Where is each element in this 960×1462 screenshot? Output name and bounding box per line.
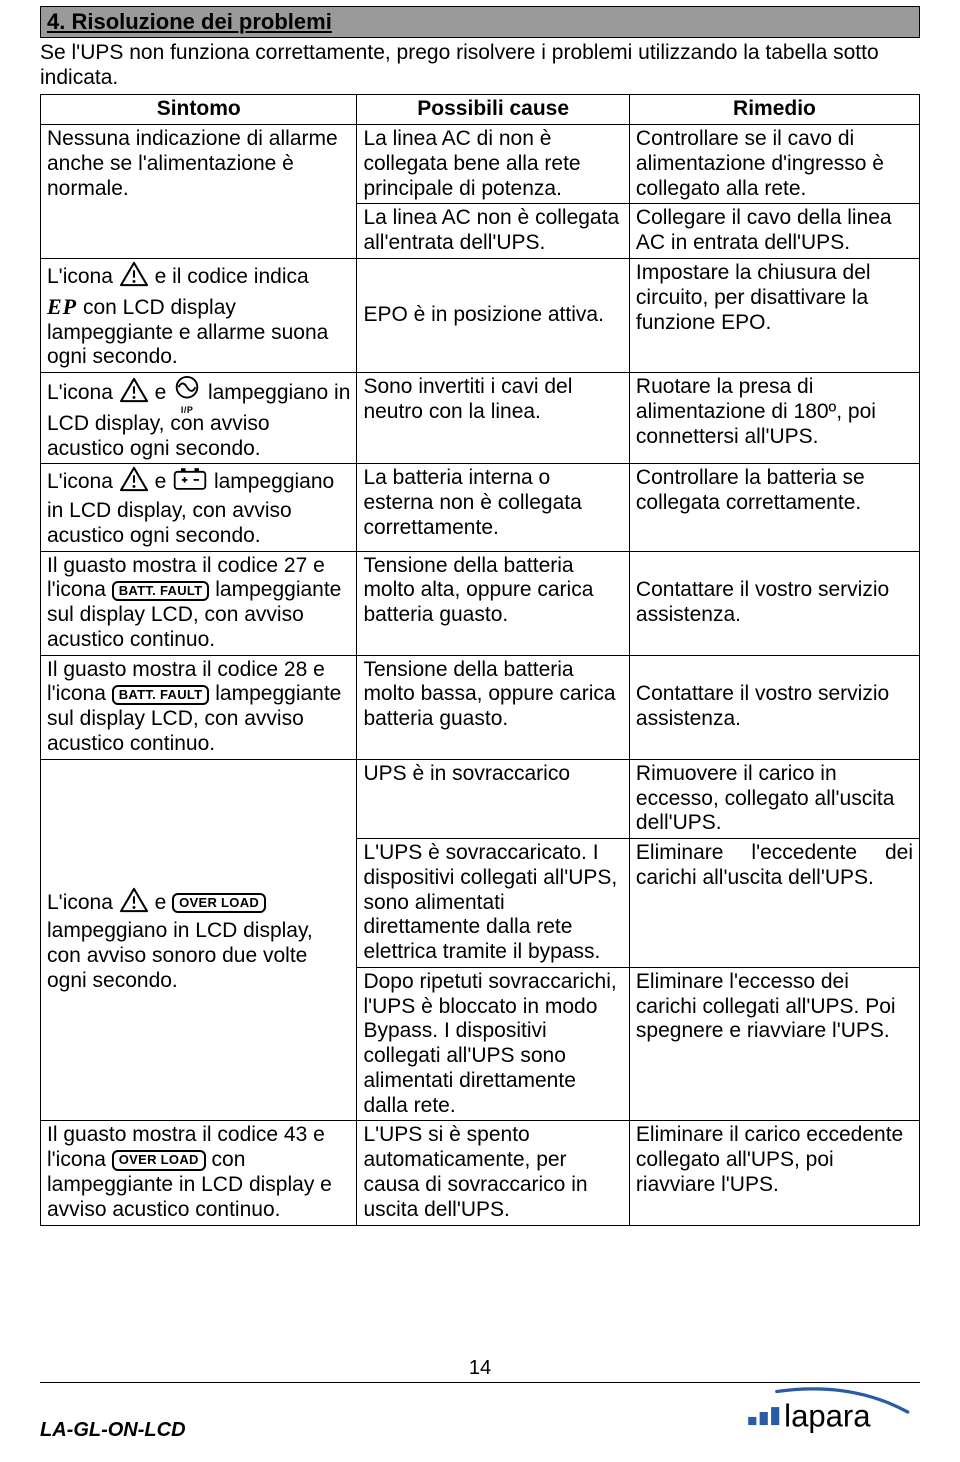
cell-cause: Dopo ripetuti sovraccarichi, l'UPS è blo… [357, 967, 629, 1121]
text: lampeggiano in LCD display, con avviso s… [47, 919, 313, 992]
cell-cause: Sono invertiti i cavi del neutro con la … [357, 373, 629, 464]
footer: 14 LA-GL-ON-LCD lapara [40, 1357, 920, 1442]
text: e [155, 891, 173, 914]
warning-icon [119, 466, 149, 499]
cell-cause: La linea AC di non è collegata bene alla… [357, 125, 629, 204]
section-title: 4. Risoluzione dei problemi [40, 6, 920, 38]
cell-sintomo: L'icona e I/P lampeggiano in LCD display… [41, 373, 357, 464]
cell-rimedio: Controllare se il cavo di alimentazione … [629, 125, 919, 204]
model-label: LA-GL-ON-LCD [40, 1419, 186, 1442]
sine-ip-icon: I/P [172, 375, 202, 412]
header-cause: Possibili cause [357, 95, 629, 125]
svg-text:lapara: lapara [784, 1399, 871, 1434]
warning-icon [119, 377, 149, 410]
ip-label: I/P [181, 405, 194, 416]
table-header-row: Sintomo Possibili cause Rimedio [41, 95, 920, 125]
cell-sintomo: Il guasto mostra il codice 43 e l'icona … [41, 1121, 357, 1225]
header-rimedio: Rimedio [629, 95, 919, 125]
cell-cause: La batteria interna o esterna non è coll… [357, 464, 629, 551]
cell-rimedio: Impostare la chiusura del circuito, per … [629, 258, 919, 372]
cell-cause: L'UPS si è spento automaticamente, per c… [357, 1121, 629, 1225]
table-row: Nessuna indicazione di allarme anche se … [41, 125, 920, 204]
cell-rimedio: Eliminare l'eccedente dei carichi all'us… [629, 839, 919, 968]
text: con LCD display lampeggiante e allarme s… [47, 296, 328, 369]
cell-cause: Tensione della batteria molto alta, oppu… [357, 551, 629, 655]
ep-code-icon: EP [47, 294, 77, 319]
cell-sintomo: L'icona e OVER LOAD lampeggiano in LCD d… [41, 759, 357, 1121]
lapara-logo: lapara [740, 1387, 920, 1442]
cell-sintomo: Nessuna indicazione di allarme anche se … [41, 125, 357, 259]
cell-sintomo: Il guasto mostra il codice 27 e l'icona … [41, 551, 357, 655]
cell-rimedio: Rimuovere il carico in eccesso, collegat… [629, 759, 919, 838]
cell-rimedio: Contattare il vostro servizio assistenza… [629, 551, 919, 655]
cell-rimedio: Collegare il cavo della linea AC in entr… [629, 204, 919, 259]
over-load-icon: OVER LOAD [112, 1150, 206, 1171]
header-sintomo: Sintomo [41, 95, 357, 125]
text: L'icona [47, 265, 119, 288]
troubleshoot-table: Sintomo Possibili cause Rimedio Nessuna … [40, 94, 920, 1225]
cell-rimedio: Controllare la batteria se collegata cor… [629, 464, 919, 551]
cell-sintomo: Il guasto mostra il codice 28 e l'icona … [41, 655, 357, 759]
cell-cause: EPO è in posizione attiva. [357, 258, 629, 372]
text: e [155, 381, 173, 404]
text: e [155, 470, 173, 493]
table-row: L'icona e OVER LOAD lampeggiano in LCD d… [41, 759, 920, 838]
text: L'icona [47, 891, 119, 914]
cell-sintomo: L'icona e il codice indica EP con LCD di… [41, 258, 357, 372]
over-load-icon: OVER LOAD [172, 893, 266, 914]
cell-rimedio: Eliminare il carico eccedente collegato … [629, 1121, 919, 1225]
batt-fault-icon: BATT. FAULT [112, 581, 210, 602]
cell-cause: L'UPS è sovraccaricato. I dispositivi co… [357, 839, 629, 968]
table-row: L'icona e il codice indica EP con LCD di… [41, 258, 920, 372]
text: e il codice indica [155, 265, 309, 288]
cell-cause: Tensione della batteria molto bassa, opp… [357, 655, 629, 759]
warning-icon [119, 261, 149, 294]
cell-sintomo: L'icona e lampeggiano in LCD display, co… [41, 464, 357, 551]
page-number: 14 [40, 1357, 920, 1380]
intro-text: Se l'UPS non funziona correttamente, pre… [40, 40, 920, 90]
battery-icon [172, 466, 208, 499]
text: L'icona [47, 470, 119, 493]
text: L'icona [47, 381, 119, 404]
batt-fault-icon: BATT. FAULT [112, 685, 210, 706]
cell-rimedio: Ruotare la presa di alimentazione di 180… [629, 373, 919, 464]
cell-cause: UPS è in sovraccarico [357, 759, 629, 838]
cell-rimedio: Eliminare l'eccesso dei carichi collegat… [629, 967, 919, 1121]
warning-icon [119, 887, 149, 920]
table-row: Il guasto mostra il codice 28 e l'icona … [41, 655, 920, 759]
table-row: L'icona e I/P lampeggiano in LCD display… [41, 373, 920, 464]
table-row: L'icona e lampeggiano in LCD display, co… [41, 464, 920, 551]
cell-cause: La linea AC non è collegata all'entrata … [357, 204, 629, 259]
table-row: Il guasto mostra il codice 27 e l'icona … [41, 551, 920, 655]
table-row: Il guasto mostra il codice 43 e l'icona … [41, 1121, 920, 1225]
cell-rimedio: Contattare il vostro servizio assistenza… [629, 655, 919, 759]
